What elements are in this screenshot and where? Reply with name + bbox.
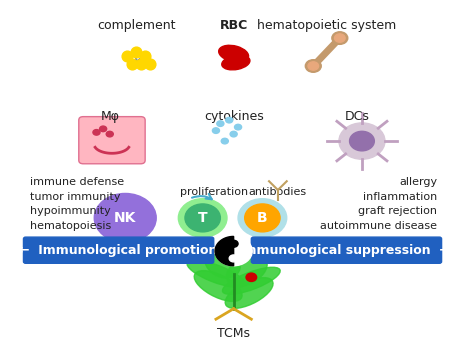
Ellipse shape xyxy=(225,278,273,308)
FancyBboxPatch shape xyxy=(251,237,442,263)
Polygon shape xyxy=(215,237,234,266)
Circle shape xyxy=(238,199,287,237)
Text: proliferation: proliferation xyxy=(180,187,248,197)
Circle shape xyxy=(235,124,242,130)
Ellipse shape xyxy=(205,249,240,278)
Circle shape xyxy=(221,138,228,144)
Circle shape xyxy=(246,273,256,282)
Text: immune defense
tumor immunity
hypoimmunity
hematopoiesis: immune defense tumor immunity hypoimmuni… xyxy=(30,177,124,231)
Text: B: B xyxy=(257,211,268,225)
Circle shape xyxy=(226,117,233,123)
Text: allergy
inflammation
graft rejection
autoimmune disease: allergy inflammation graft rejection aut… xyxy=(320,177,437,231)
FancyBboxPatch shape xyxy=(79,117,145,164)
Text: TCMs: TCMs xyxy=(217,327,250,340)
Circle shape xyxy=(217,121,224,126)
Text: DCs: DCs xyxy=(345,110,370,123)
Circle shape xyxy=(349,131,374,151)
Ellipse shape xyxy=(219,45,248,62)
FancyBboxPatch shape xyxy=(24,237,214,263)
Text: antibodies: antibodies xyxy=(249,187,307,197)
Circle shape xyxy=(230,131,237,137)
Ellipse shape xyxy=(222,55,250,70)
Circle shape xyxy=(229,240,238,247)
Point xyxy=(128,62,136,67)
Text: ←  Immunological promotion: ← Immunological promotion xyxy=(19,244,218,257)
Point xyxy=(141,53,149,58)
Circle shape xyxy=(332,32,348,44)
Text: cytokines: cytokines xyxy=(204,110,264,123)
Text: Mφ: Mφ xyxy=(100,110,119,123)
Circle shape xyxy=(93,130,100,135)
Ellipse shape xyxy=(194,271,242,301)
Circle shape xyxy=(215,237,252,266)
Ellipse shape xyxy=(187,260,245,287)
Point xyxy=(124,53,131,58)
Circle shape xyxy=(94,194,156,243)
Point xyxy=(137,62,145,67)
Point xyxy=(133,49,140,55)
Circle shape xyxy=(212,128,219,133)
Text: NK: NK xyxy=(114,211,137,225)
Circle shape xyxy=(229,255,238,262)
Text: complement: complement xyxy=(97,19,175,32)
Circle shape xyxy=(339,123,385,159)
Ellipse shape xyxy=(222,267,280,294)
Circle shape xyxy=(305,60,321,72)
Point xyxy=(146,62,154,67)
Circle shape xyxy=(245,204,280,232)
Ellipse shape xyxy=(227,254,267,286)
Text: hematopoietic system: hematopoietic system xyxy=(257,19,396,32)
Text: T: T xyxy=(198,211,208,225)
Text: Immunological suppression  →|: Immunological suppression →| xyxy=(239,244,454,257)
Circle shape xyxy=(335,34,345,42)
Circle shape xyxy=(308,62,319,70)
Text: RBC: RBC xyxy=(219,19,248,32)
Circle shape xyxy=(185,204,220,232)
Circle shape xyxy=(106,131,113,137)
Circle shape xyxy=(178,199,227,237)
Circle shape xyxy=(100,126,107,132)
